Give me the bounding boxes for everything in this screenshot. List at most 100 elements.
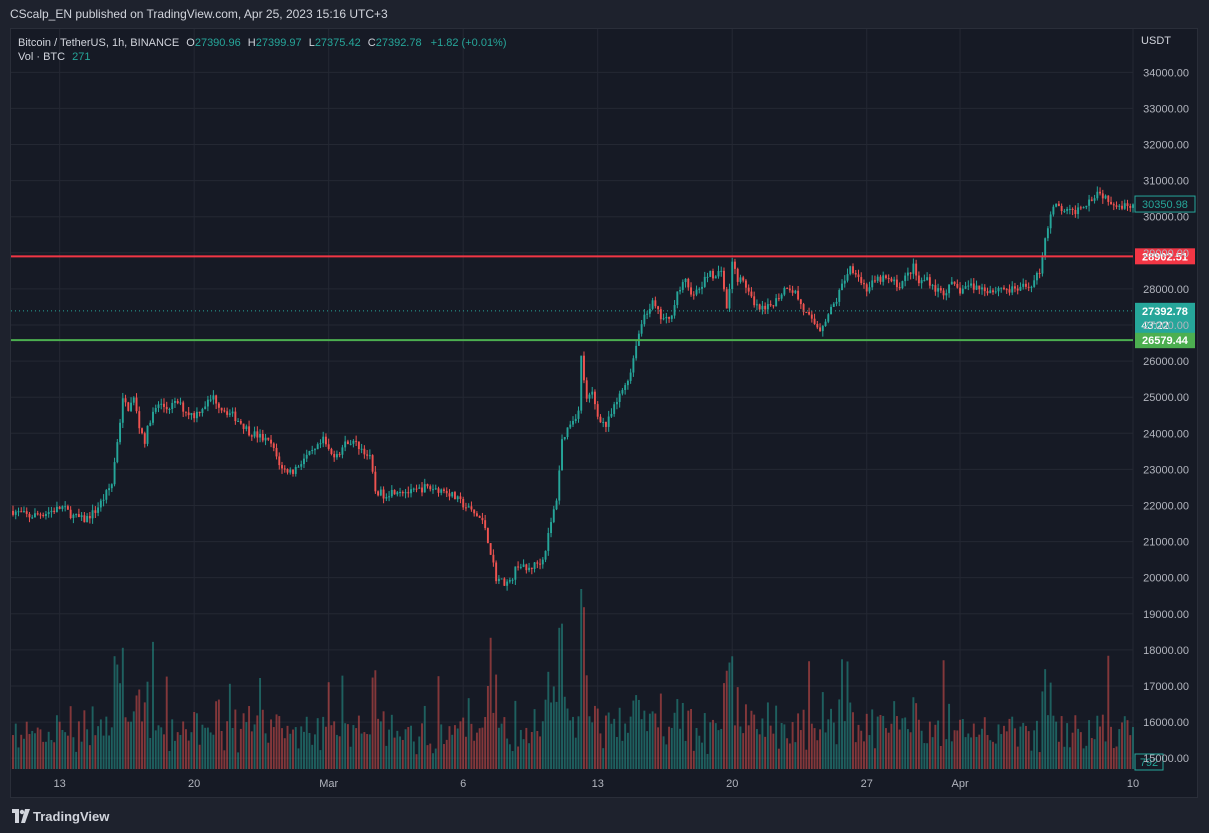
volume-bar	[857, 724, 860, 769]
tradingview-brand[interactable]: TradingView	[33, 809, 110, 824]
candle-body	[371, 455, 374, 472]
volume-bar	[876, 716, 879, 769]
volume-bar	[1014, 728, 1016, 769]
candle-body	[80, 515, 83, 518]
candle-body	[1052, 206, 1055, 215]
candle-body	[898, 287, 901, 289]
candle-body	[983, 287, 986, 292]
volume-bar	[588, 716, 591, 769]
volume-bar	[898, 729, 901, 769]
time-tick-label: 10	[1127, 778, 1139, 790]
candle-body	[341, 447, 344, 455]
candle-body	[412, 488, 415, 490]
candle-body	[1079, 207, 1082, 209]
volume-bar	[673, 712, 676, 769]
volume-bar	[948, 703, 951, 769]
candle-body	[876, 276, 879, 281]
volume-bar	[248, 706, 251, 769]
candle-body	[344, 441, 347, 448]
candle-body	[810, 314, 813, 319]
volume-bar	[1030, 750, 1033, 769]
volume-bar	[286, 725, 289, 769]
volume-bar	[253, 724, 256, 769]
volume-bar	[113, 656, 116, 769]
volume-bar	[86, 729, 89, 769]
volume-bar	[956, 730, 959, 769]
candle-body	[618, 393, 621, 402]
volume-bar	[1038, 752, 1041, 769]
volume-bar	[355, 728, 358, 769]
volume-bar	[451, 734, 454, 769]
volume-bar	[1121, 722, 1123, 769]
volume-bar	[824, 732, 827, 769]
volume-bar	[1055, 721, 1058, 769]
volume-bar	[401, 739, 404, 769]
volume-bar	[676, 699, 679, 769]
volume-bar	[563, 696, 566, 769]
candle-body	[1077, 207, 1080, 215]
close-value: 27392.78	[375, 37, 422, 49]
candle-body	[692, 294, 695, 296]
volume-bar	[91, 706, 94, 769]
volume-bar	[187, 740, 190, 769]
candle-body	[676, 291, 679, 306]
volume-bar	[25, 721, 28, 769]
volume-bar	[906, 729, 909, 769]
volume-bar	[1101, 714, 1104, 769]
volume-bar	[1049, 682, 1052, 769]
candle-body	[121, 398, 124, 423]
volume-bar	[766, 702, 769, 769]
candle-body	[799, 299, 802, 305]
candle-body	[470, 506, 473, 510]
volume-bar	[1112, 748, 1115, 769]
candle-body	[66, 506, 69, 510]
candle-body	[714, 276, 717, 279]
volume-bar	[626, 732, 629, 769]
candle-body	[300, 464, 303, 467]
volume-bar	[931, 737, 934, 769]
candle-body	[602, 421, 605, 423]
candle-body	[58, 506, 61, 509]
candle-body	[379, 489, 382, 496]
volume-bar	[335, 734, 338, 769]
volume-bar	[338, 736, 341, 769]
volume-bar	[890, 723, 893, 769]
volume-bar	[747, 725, 750, 769]
volume-bar	[835, 744, 838, 769]
candle-body	[1044, 238, 1047, 258]
volume-bar	[794, 742, 797, 769]
volume-bar	[1071, 732, 1074, 769]
volume-bar	[204, 727, 207, 769]
volume-bar	[160, 727, 163, 769]
candle-body	[651, 300, 654, 309]
candle-body	[228, 413, 231, 415]
volume-bar	[1060, 716, 1063, 769]
candle-body	[1014, 286, 1016, 289]
volume-bar	[572, 716, 574, 769]
candle-body	[226, 411, 229, 415]
candle-body	[709, 270, 712, 277]
volume-bar	[687, 710, 690, 769]
level-label-box	[1135, 332, 1195, 349]
volume-bar	[423, 705, 426, 769]
candle-body	[467, 506, 470, 508]
volume-bar	[566, 708, 569, 769]
volume-bar	[1129, 735, 1132, 769]
candle-body	[127, 402, 130, 411]
candle-body	[239, 420, 242, 424]
volume-bar	[797, 713, 800, 769]
chart-frame[interactable]	[10, 28, 1198, 798]
candle-body	[736, 268, 739, 282]
candle-body	[396, 492, 399, 495]
time-tick-label: Apr	[951, 778, 968, 790]
candle-body	[368, 455, 371, 457]
candle-body	[917, 275, 920, 284]
volume-bar	[945, 739, 948, 769]
candle-body	[311, 449, 314, 452]
candle-body	[525, 564, 528, 571]
candle-body	[615, 401, 618, 405]
candle-body	[495, 562, 498, 582]
candle-body	[838, 290, 841, 302]
volume-bar	[884, 728, 887, 769]
